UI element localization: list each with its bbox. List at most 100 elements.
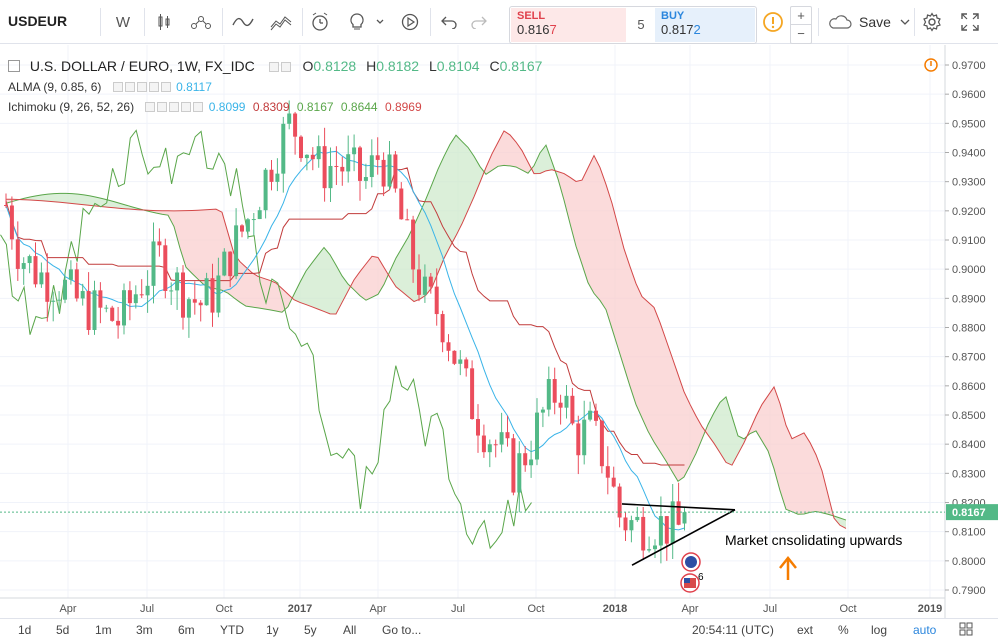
bottom-toolbar: 1d 5d 1m 3m 6m YTD 1y 5y All Go to... 20… xyxy=(0,618,998,641)
range-1d[interactable]: 1d xyxy=(18,623,32,637)
sell-button[interactable]: SELL 0.8167 xyxy=(511,8,626,42)
candle-body xyxy=(245,219,250,232)
save-button[interactable]: Save xyxy=(826,8,912,36)
alert-marker-icon xyxy=(924,58,938,72)
interval-selector[interactable]: W xyxy=(115,13,131,31)
ideas-icon[interactable] xyxy=(342,8,390,36)
cloud-segment xyxy=(210,209,216,289)
cloud-segment xyxy=(312,255,318,310)
candle-body xyxy=(192,299,197,303)
cloud-segment xyxy=(396,247,402,292)
lagging-span-value: 0.8167 xyxy=(296,100,334,114)
cloud-segment xyxy=(816,454,822,513)
candle-body xyxy=(281,123,286,174)
cloud-segment xyxy=(6,199,12,204)
toolbar-divider xyxy=(914,8,915,36)
percent-toggle[interactable]: % xyxy=(838,623,849,637)
price-tick-label: 0.8700 xyxy=(952,352,986,364)
cloud-segment xyxy=(108,200,114,208)
settings-gear-icon[interactable] xyxy=(918,8,946,36)
log-toggle[interactable]: log xyxy=(871,623,888,637)
sell-price: 0.8167 xyxy=(517,22,557,37)
price-tick-label: 0.8300 xyxy=(952,468,986,480)
symbol-search[interactable]: USDEUR xyxy=(8,13,68,29)
decrease-icon[interactable]: − xyxy=(797,26,805,41)
range-5d[interactable]: 5d xyxy=(56,623,70,637)
candle-body xyxy=(369,155,374,178)
templates-icon[interactable] xyxy=(266,8,296,36)
range-5y[interactable]: 5y xyxy=(304,623,317,637)
indicators-icon[interactable] xyxy=(228,8,258,36)
cloud-segment xyxy=(354,271,360,296)
close-label: C xyxy=(489,58,500,74)
ichimoku-cloud xyxy=(6,130,846,529)
settings-small-icon[interactable] xyxy=(958,621,974,640)
buy-button[interactable]: BUY 0.8172 xyxy=(655,8,755,42)
candle-body xyxy=(74,269,79,299)
cloud-segment xyxy=(276,283,282,313)
quantity-stepper[interactable]: + − xyxy=(790,6,812,44)
candle-body xyxy=(310,154,315,160)
open-label: O xyxy=(302,58,314,74)
cloud-segment xyxy=(84,194,90,206)
cloud-segment xyxy=(474,156,480,197)
cloud-icon xyxy=(829,15,852,29)
alma-settings-icons[interactable] xyxy=(112,80,173,94)
cloud-segment xyxy=(804,432,810,514)
price-tick-label: 0.9300 xyxy=(952,177,986,189)
range-6m[interactable]: 6m xyxy=(178,623,195,637)
cloud-segment xyxy=(180,210,186,268)
redo-icon[interactable] xyxy=(466,8,492,36)
range-all[interactable]: All xyxy=(343,623,357,637)
current-price-label: 0.8167 xyxy=(952,507,986,519)
chart-area[interactable]: 6 0.9700 0.9600 0.9500 0.9400 0.9300 0.9200 0.… xyxy=(0,45,998,618)
price-axis-bg xyxy=(945,45,998,618)
candle-style-icon[interactable] xyxy=(150,8,178,36)
candle-body xyxy=(393,154,398,189)
candle-body xyxy=(352,147,357,155)
candle-body xyxy=(181,272,185,318)
candle-body xyxy=(529,459,534,466)
compare-icon[interactable] xyxy=(186,8,216,36)
range-3m[interactable]: 3m xyxy=(136,623,153,637)
market-annotation-text[interactable]: Market cnsolidating upwards xyxy=(725,532,903,548)
ichimoku-settings-icons[interactable] xyxy=(145,100,205,114)
candle-body xyxy=(39,272,44,285)
candle-body xyxy=(21,263,26,269)
replay-icon[interactable] xyxy=(396,8,424,36)
cloud-segment xyxy=(330,254,336,315)
candle-body xyxy=(15,239,20,269)
collapse-icon[interactable] xyxy=(8,60,20,72)
cloud-segment xyxy=(54,193,60,203)
price-tick-label: 0.9600 xyxy=(952,89,986,101)
price-chart[interactable]: 6 0.97000.96000.95000.94000.93000.92000.… xyxy=(0,45,998,618)
cloud-segment xyxy=(36,194,42,201)
ext-toggle[interactable]: ext xyxy=(797,623,814,637)
undo-icon[interactable] xyxy=(436,8,462,36)
legend-settings-icons[interactable] xyxy=(268,58,293,74)
goto-date-button[interactable]: Go to... xyxy=(382,623,422,637)
range-ytd[interactable]: YTD xyxy=(220,623,244,637)
cloud-segment xyxy=(198,209,204,285)
cloud-segment xyxy=(708,412,714,444)
cloud-segment xyxy=(594,155,600,301)
main-series-legend: U.S. DOLLAR / EURO, 1W, FX_IDC O0.8128 H… xyxy=(8,58,542,74)
cloud-segment xyxy=(378,257,384,295)
candle-body xyxy=(599,420,604,467)
cloud-segment xyxy=(564,173,570,224)
range-1m[interactable]: 1m xyxy=(95,623,112,637)
cloud-segment xyxy=(450,135,456,247)
cloud-segment xyxy=(48,193,54,202)
candle-body xyxy=(204,278,209,306)
save-label: Save xyxy=(859,14,891,30)
alert-icon[interactable] xyxy=(306,8,334,36)
fullscreen-icon[interactable] xyxy=(956,8,984,36)
cloud-segment xyxy=(696,415,702,454)
price-tick-label: 0.9500 xyxy=(952,118,986,130)
time-tick-label: Oct xyxy=(839,603,856,615)
increase-icon[interactable]: + xyxy=(791,7,811,25)
range-1y[interactable]: 1y xyxy=(266,623,279,637)
cloud-segment xyxy=(624,248,630,387)
auto-toggle[interactable]: auto xyxy=(913,623,937,637)
trade-info-icon[interactable] xyxy=(758,8,788,36)
